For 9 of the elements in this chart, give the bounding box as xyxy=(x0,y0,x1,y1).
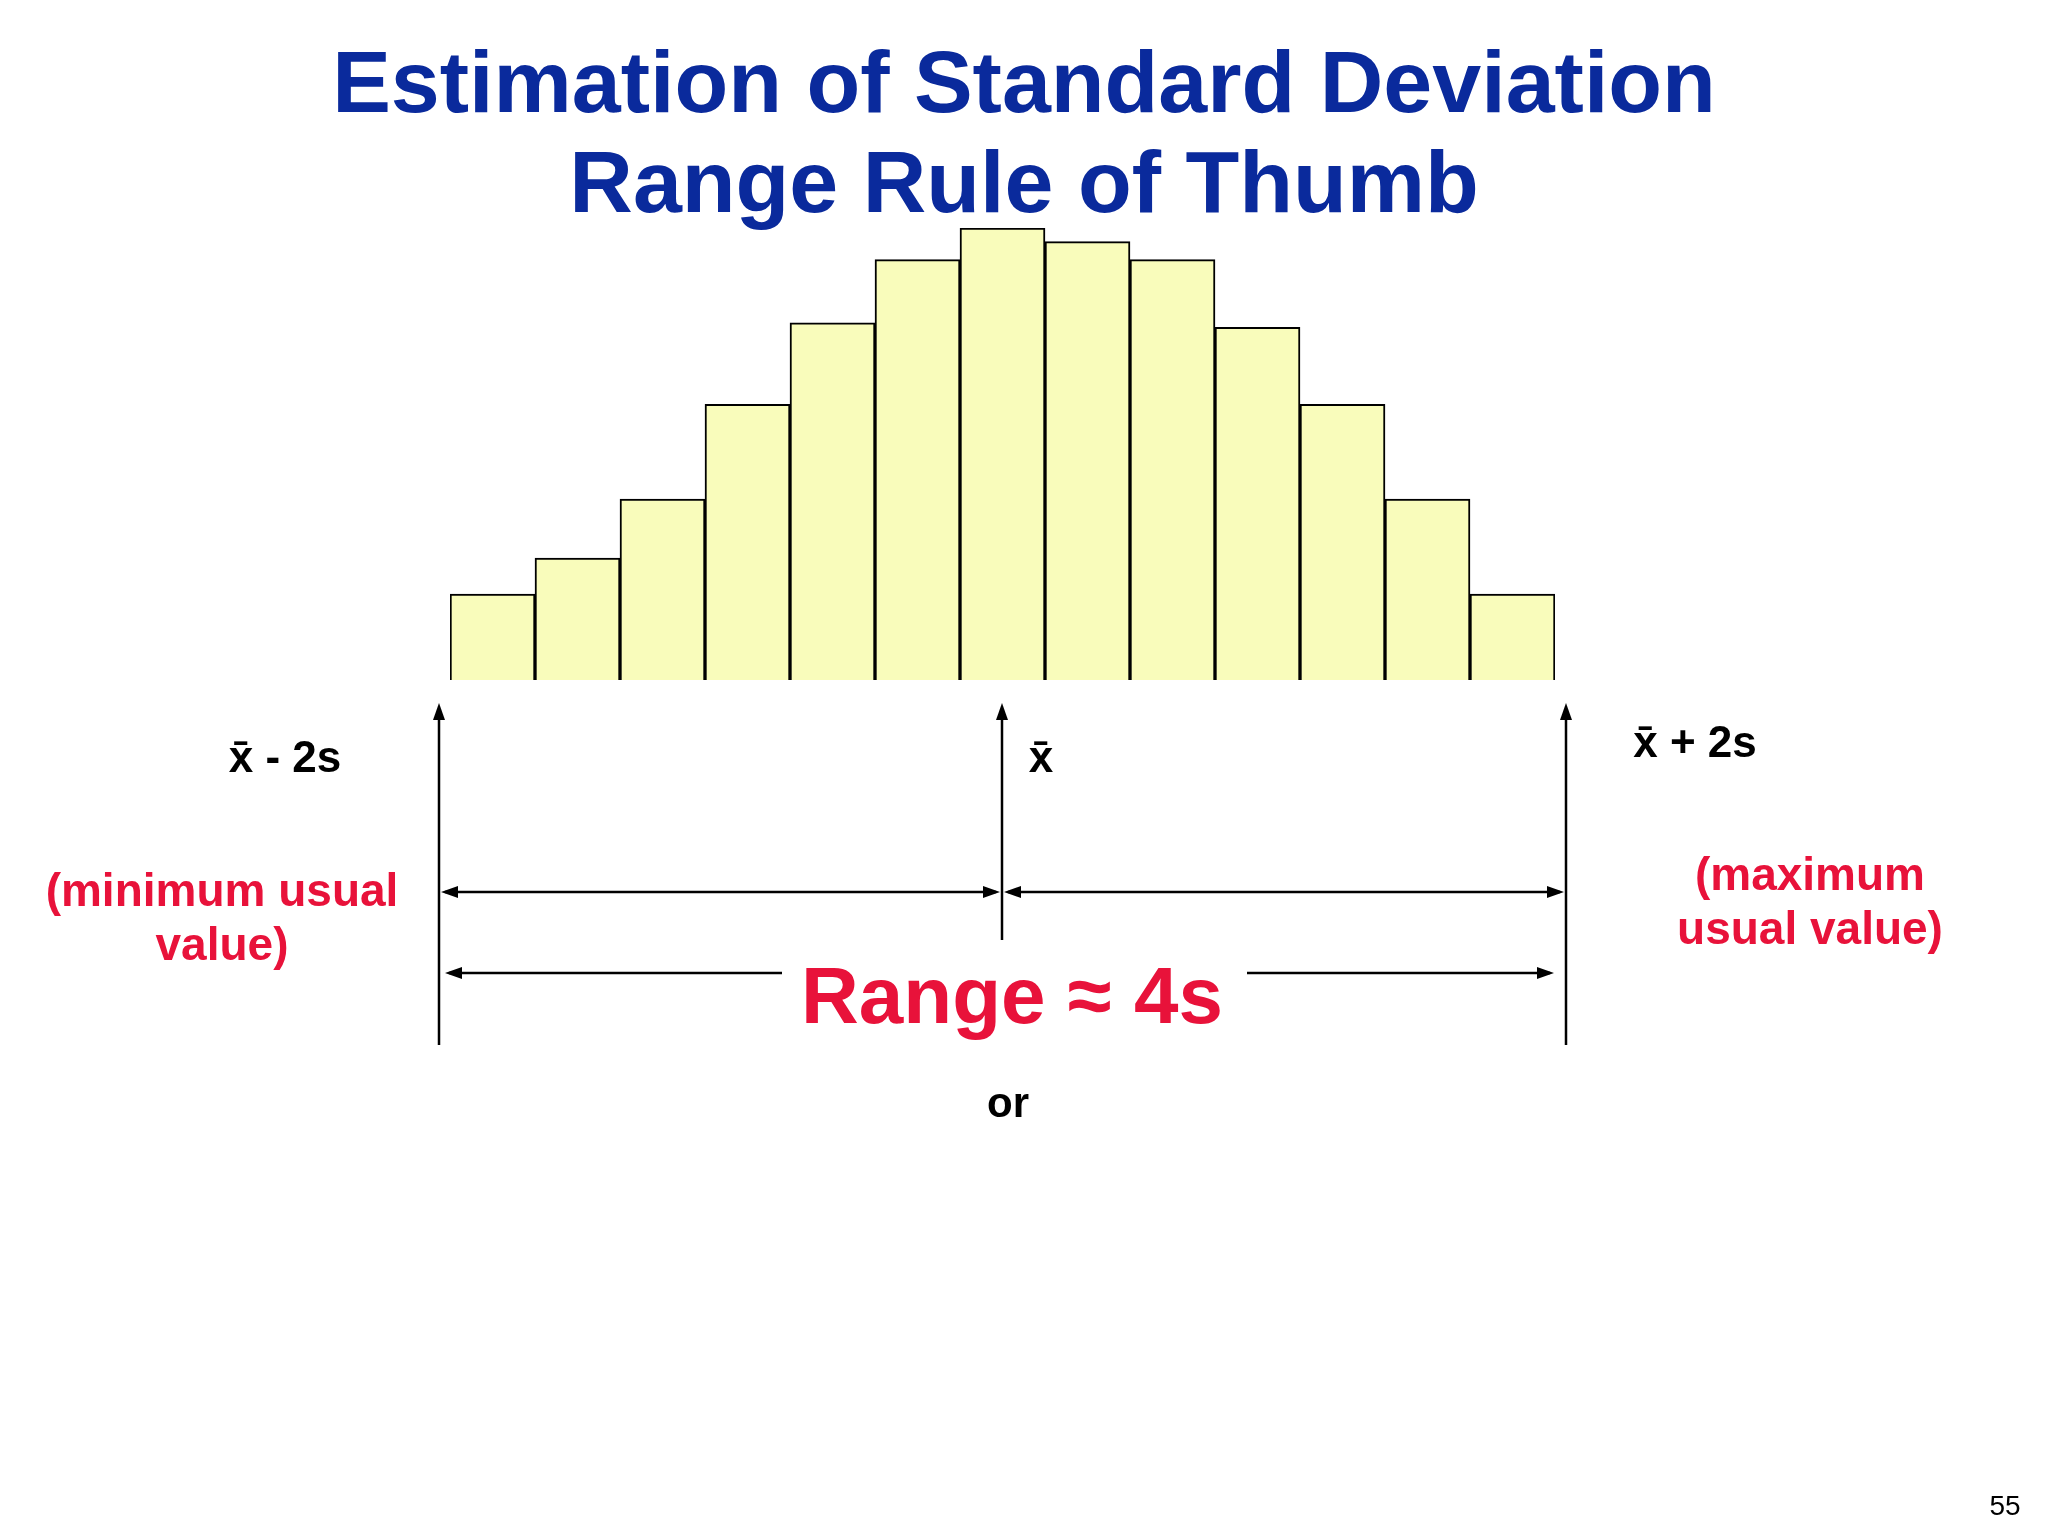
text: Range ≈ 4s xyxy=(801,950,1223,1042)
text: x̄ - 2s xyxy=(228,732,342,782)
text: or xyxy=(987,1079,1029,1127)
text: x̄ + 2s xyxy=(1633,717,1757,767)
text: (minimum usual value) xyxy=(44,863,400,971)
text: 55 xyxy=(1989,1490,2021,1522)
chart-title: Estimation of Standard Deviation Range Rule of Thumb xyxy=(331,32,1717,232)
text: x̄ xyxy=(1028,732,1054,782)
text: (maximum usual value) xyxy=(1676,847,1944,955)
